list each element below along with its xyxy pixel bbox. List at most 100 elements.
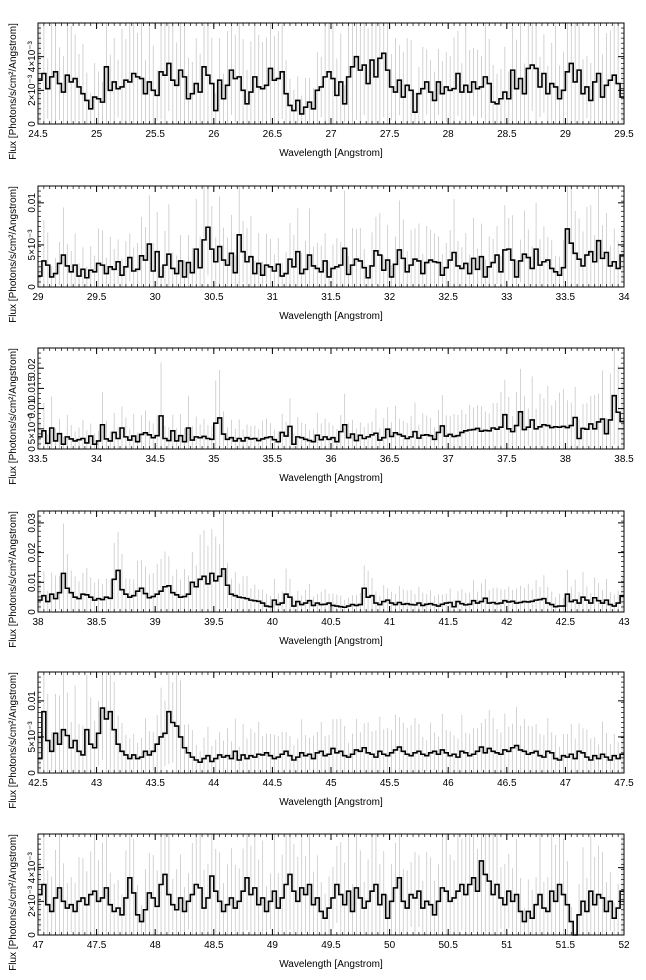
y-axis-label: Flux [Photons/s/cm²/Angstrom] — [8, 834, 19, 971]
x-tick-label: 42.5 — [28, 778, 48, 789]
x-tick-label: 42.5 — [556, 617, 576, 628]
x-tick-label: 44.5 — [263, 778, 283, 789]
flux-histogram — [38, 52, 624, 115]
flux-histogram — [38, 568, 624, 609]
x-tick-label: 44 — [208, 778, 220, 789]
y-tick-label: 0.01 — [27, 193, 38, 213]
y-axis-label: Flux [Photons/s/cm²/Angstrom] — [8, 672, 19, 809]
y-tick-label: 0 — [27, 609, 38, 615]
x-axis: 47 47.5 48 48.5 49 49.5 50 50.5 51 51.5 52 — [32, 834, 630, 951]
x-tick-label: 27 — [325, 129, 337, 140]
x-tick-label: 33 — [501, 292, 513, 303]
x-tick-label: 41 — [384, 617, 396, 628]
x-axis: 24.5 25 25.5 26 26.5 27 27.5 28 28.5 29 29.5 — [28, 23, 634, 140]
x-tick-label: 38.5 — [87, 617, 107, 628]
y-tick-label: 5×10⁻³ — [27, 721, 38, 753]
error-bars — [39, 834, 623, 935]
y-tick-label: 5×10⁻³ — [27, 413, 38, 445]
x-tick-label: 45 — [325, 778, 337, 789]
x-tick-label: 38 — [560, 454, 572, 465]
y-axis: 0 2×10⁻³ 4×10⁻³ — [27, 833, 624, 938]
flux-histogram — [38, 226, 624, 279]
x-tick-label: 29.5 — [87, 292, 107, 303]
x-tick-label: 25.5 — [145, 129, 165, 140]
y-axis: 0 5×10⁻³ 0.01 — [27, 671, 624, 776]
x-tick-label: 39.5 — [204, 617, 224, 628]
x-tick-label: 38.5 — [614, 454, 634, 465]
x-tick-label: 35 — [208, 454, 220, 465]
x-tick-label: 37 — [443, 454, 455, 465]
x-axis: 33.5 34 34.5 35 35.5 36 36.5 37 37.5 38 38.5 — [28, 348, 634, 465]
y-tick-label: 0.015 — [27, 375, 38, 400]
x-tick-label: 39 — [150, 617, 162, 628]
x-tick-label: 29 — [560, 129, 572, 140]
x-tick-label: 34 — [91, 454, 103, 465]
y-tick-label: 0 — [27, 932, 38, 938]
y-tick-label: 0.03 — [27, 513, 38, 533]
y-axis-label: Flux [Photons/s/cm²/Angstrom] — [8, 186, 19, 323]
x-tick-label: 50.5 — [438, 940, 458, 951]
x-tick-label: 26 — [208, 129, 220, 140]
y-tick-label: 0.02 — [27, 542, 38, 562]
y-tick-label: 4×10⁻³ — [27, 851, 38, 883]
x-tick-label: 49 — [267, 940, 279, 951]
x-tick-label: 36.5 — [380, 454, 400, 465]
x-axis: 29 29.5 30 30.5 31 31.5 32 32.5 33 33.5 34 — [32, 186, 630, 303]
x-tick-label: 48.5 — [204, 940, 224, 951]
x-tick-label: 41.5 — [438, 617, 458, 628]
x-tick-label: 40.5 — [321, 617, 341, 628]
error-bars — [39, 511, 623, 612]
x-axis-label: Wavelength [Angstrom] — [279, 473, 383, 484]
x-tick-label: 51.5 — [556, 940, 576, 951]
x-tick-label: 43.5 — [145, 778, 165, 789]
x-tick-label: 43 — [618, 617, 630, 628]
x-tick-label: 45.5 — [380, 778, 400, 789]
x-tick-label: 48 — [150, 940, 162, 951]
panel-2: 29 29.5 30 30.5 31 31.5 32 32.5 33 33.5 3405×10⁻³0… — [8, 185, 630, 323]
x-tick-label: 47.5 — [87, 940, 107, 951]
x-tick-label: 37.5 — [497, 454, 517, 465]
panel-4: 38 38.5 39 39.5 40 40.5 41 41.5 42 42.5 43 0 0.01 0.0… — [8, 510, 630, 648]
x-tick-label: 33.5 — [556, 292, 576, 303]
x-tick-label: 38 — [32, 617, 44, 628]
x-tick-label: 28 — [443, 129, 455, 140]
x-tick-label: 35.5 — [263, 454, 283, 465]
x-tick-label: 40 — [267, 617, 279, 628]
x-axis-label: Wavelength [Angstrom] — [279, 148, 383, 159]
y-tick-label: 2×10⁻³ — [27, 74, 38, 106]
x-tick-label: 31 — [267, 292, 279, 303]
x-axis: 42.5 43 43.5 44 44.5 45 45.5 46 46.5 47 47.5 — [28, 672, 634, 789]
x-tick-label: 24.5 — [28, 129, 48, 140]
x-tick-label: 29.5 — [614, 129, 634, 140]
flux-histogram — [38, 394, 624, 445]
x-tick-label: 34 — [618, 292, 630, 303]
x-tick-label: 30 — [150, 292, 162, 303]
x-tick-label: 34.5 — [145, 454, 165, 465]
x-axis-label: Wavelength [Angstrom] — [279, 959, 383, 970]
y-axis-label: Flux [Photons/s/cm²/Angstrom] — [8, 511, 19, 648]
x-tick-label: 28.5 — [497, 129, 517, 140]
y-tick-label: 0 — [27, 446, 38, 452]
panel-5: 42.5 43 43.5 44 44.5 45 45.5 46 46.5 47 47.5 0 5×10⁻… — [8, 671, 634, 809]
flux-histogram — [38, 707, 624, 763]
y-axis-label: Flux [Photons/s/cm²/Angstrom] — [8, 348, 19, 485]
flux-histogram — [38, 860, 624, 936]
y-tick-label: 0.02 — [27, 358, 38, 378]
y-tick-label: 0.01 — [27, 398, 38, 418]
y-axis: 0 5×10⁻³ 0.01 — [27, 185, 624, 290]
x-tick-label: 51 — [501, 940, 513, 951]
y-axis: 0 2×10⁻³ 4×10⁻³ — [27, 22, 624, 127]
y-tick-label: 0 — [27, 284, 38, 290]
x-tick-label: 27.5 — [380, 129, 400, 140]
x-tick-label: 30.5 — [204, 292, 224, 303]
y-tick-label: 0 — [27, 770, 38, 776]
x-tick-label: 47.5 — [614, 778, 634, 789]
y-axis-label: Flux [Photons/s/cm²/Angstrom] — [8, 23, 19, 160]
x-tick-label: 36 — [325, 454, 337, 465]
y-tick-label: 4×10⁻³ — [27, 40, 38, 72]
y-tick-label: 0 — [27, 121, 38, 127]
x-tick-label: 33.5 — [28, 454, 48, 465]
x-axis-label: Wavelength [Angstrom] — [279, 636, 383, 647]
